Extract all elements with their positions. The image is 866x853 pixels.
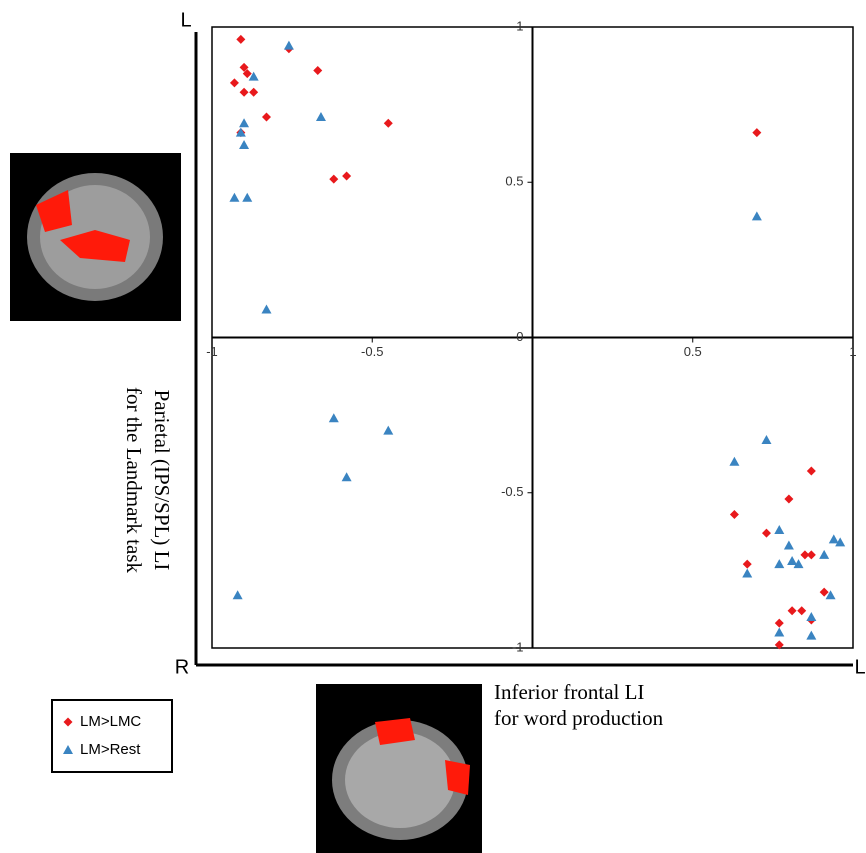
point bbox=[742, 568, 753, 578]
point bbox=[819, 549, 830, 559]
point bbox=[806, 630, 817, 640]
point bbox=[261, 112, 271, 122]
point bbox=[797, 606, 807, 616]
point bbox=[342, 171, 352, 181]
point bbox=[761, 434, 772, 444]
point bbox=[806, 550, 816, 560]
point bbox=[248, 71, 259, 81]
point bbox=[742, 559, 752, 569]
legend-label: LM>Rest bbox=[80, 741, 141, 758]
point bbox=[229, 78, 239, 88]
legend-marker bbox=[63, 717, 73, 727]
point bbox=[774, 618, 784, 628]
point bbox=[774, 627, 785, 637]
point bbox=[729, 509, 739, 519]
annotation: L bbox=[180, 9, 191, 31]
x-axis-title: Inferior frontal LI bbox=[494, 680, 644, 704]
point bbox=[819, 587, 829, 597]
point bbox=[239, 62, 249, 72]
y-tick-label: 1 bbox=[516, 18, 523, 33]
annotation: R bbox=[175, 656, 189, 678]
legend: LM>LMC LM>Rest bbox=[63, 713, 141, 758]
point bbox=[242, 69, 252, 79]
point bbox=[783, 540, 794, 550]
y-axis-title: for the Landmark task bbox=[122, 387, 146, 574]
point bbox=[806, 466, 816, 476]
point bbox=[235, 127, 246, 137]
point bbox=[774, 525, 785, 535]
point bbox=[787, 556, 798, 566]
legend-box bbox=[51, 699, 173, 773]
point bbox=[784, 494, 794, 504]
point bbox=[774, 559, 785, 569]
point bbox=[249, 87, 259, 97]
x-tick-label: -0.5 bbox=[361, 344, 383, 359]
point bbox=[800, 550, 810, 560]
point bbox=[229, 192, 240, 202]
x-tick-label: 1 bbox=[849, 344, 856, 359]
point bbox=[261, 304, 272, 314]
point bbox=[729, 456, 740, 466]
point bbox=[835, 537, 846, 547]
point bbox=[341, 472, 352, 482]
point bbox=[239, 118, 250, 128]
point bbox=[236, 34, 246, 44]
point bbox=[752, 128, 762, 138]
point bbox=[751, 211, 762, 221]
point bbox=[283, 40, 294, 50]
point bbox=[806, 611, 817, 621]
y-tick-label: -1 bbox=[512, 639, 524, 654]
point bbox=[239, 87, 249, 97]
legend-marker bbox=[63, 745, 73, 754]
brain-image-axial bbox=[316, 684, 482, 853]
point bbox=[328, 413, 339, 423]
y-axis-title: Parietal (IPS/SPL) LI bbox=[150, 390, 174, 571]
annotation: L bbox=[854, 656, 865, 678]
point bbox=[793, 559, 804, 569]
point bbox=[383, 425, 394, 435]
point bbox=[315, 112, 326, 122]
x-tick-label: -1 bbox=[206, 344, 218, 359]
point bbox=[232, 590, 243, 600]
legend-label: LM>LMC bbox=[80, 713, 141, 730]
point bbox=[313, 65, 323, 75]
point bbox=[828, 534, 839, 544]
point bbox=[774, 640, 784, 650]
point bbox=[761, 528, 771, 538]
y-tick-label: 0 bbox=[516, 329, 523, 344]
point bbox=[329, 174, 339, 184]
brain-image-sagittal bbox=[10, 153, 181, 321]
y-tick-label: -0.5 bbox=[501, 484, 523, 499]
point bbox=[239, 139, 250, 149]
point bbox=[825, 590, 836, 600]
point bbox=[383, 118, 393, 128]
point bbox=[242, 192, 253, 202]
plot bbox=[229, 34, 846, 650]
point bbox=[787, 606, 797, 616]
y-tick-label: 0.5 bbox=[505, 174, 523, 189]
x-tick-label: 0.5 bbox=[684, 344, 702, 359]
x-axis-title: for word production bbox=[494, 706, 664, 730]
